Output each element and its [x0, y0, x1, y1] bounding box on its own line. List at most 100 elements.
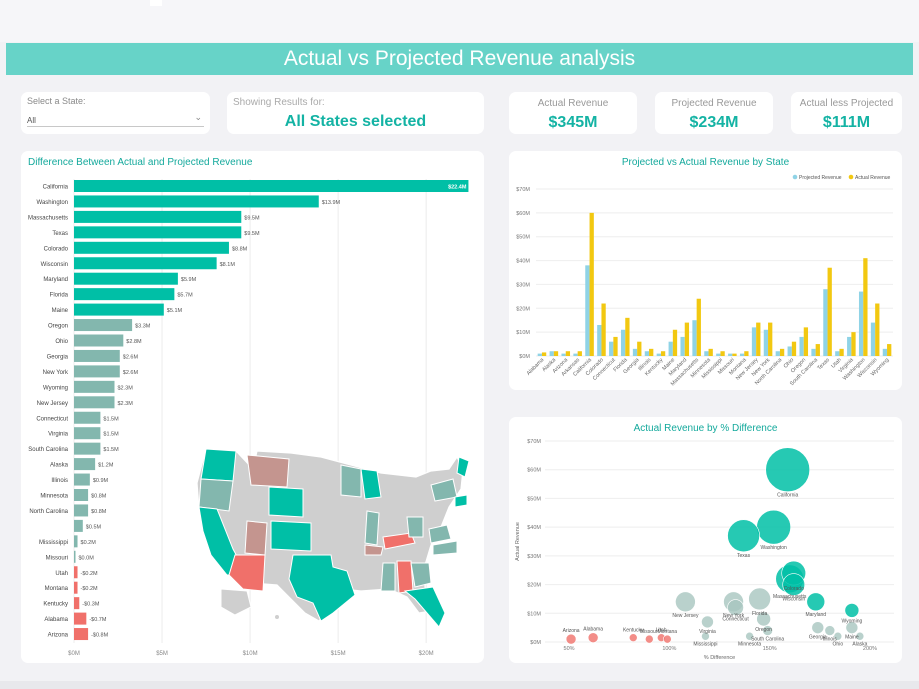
difference-bar[interactable]: [74, 257, 217, 270]
projected-bar[interactable]: [870, 322, 876, 356]
difference-bar[interactable]: [74, 334, 124, 347]
state-slicer[interactable]: Select a State: All ⌄: [21, 92, 210, 134]
bubble[interactable]: [748, 587, 771, 611]
difference-bar[interactable]: [74, 303, 164, 316]
actual-bar[interactable]: [541, 352, 547, 356]
projected-bar[interactable]: [811, 348, 816, 356]
bubble[interactable]: [811, 621, 825, 634]
difference-bar[interactable]: [74, 504, 89, 517]
actual-bar[interactable]: [756, 322, 761, 356]
actual-bar[interactable]: [851, 332, 856, 356]
actual-bar[interactable]: [887, 344, 892, 356]
bubble[interactable]: [565, 633, 577, 645]
bubble[interactable]: [587, 632, 599, 643]
difference-bar[interactable]: [74, 241, 229, 254]
projected-bar[interactable]: [585, 265, 590, 356]
projected-bar[interactable]: [597, 324, 602, 356]
projected-bar[interactable]: [573, 353, 578, 356]
projected-bar[interactable]: [763, 329, 769, 356]
difference-bar[interactable]: [74, 473, 90, 486]
actual-bar[interactable]: [791, 341, 797, 356]
projected-bar[interactable]: [858, 291, 864, 356]
difference-bar[interactable]: [74, 288, 175, 301]
difference-bar[interactable]: [74, 458, 96, 471]
bubble[interactable]: [663, 634, 672, 644]
difference-bar[interactable]: [74, 442, 101, 455]
actual-bar[interactable]: [875, 303, 880, 356]
projected-bar[interactable]: [668, 341, 673, 356]
actual-bar[interactable]: [779, 348, 785, 356]
difference-bar[interactable]: [74, 489, 89, 501]
difference-bar[interactable]: [74, 628, 89, 641]
actual-bar[interactable]: [589, 212, 594, 356]
projected-bar[interactable]: [739, 353, 745, 356]
projected-bar[interactable]: [537, 353, 542, 356]
actual-bar[interactable]: [649, 348, 654, 356]
actual-bar[interactable]: [613, 336, 618, 356]
bubble[interactable]: [675, 591, 696, 613]
actual-bar[interactable]: [803, 327, 809, 356]
actual-bar[interactable]: [601, 303, 606, 356]
difference-bar[interactable]: [74, 226, 242, 239]
projected-bar[interactable]: [632, 348, 638, 356]
bubble[interactable]: [727, 599, 744, 616]
projected-bar[interactable]: [620, 329, 626, 356]
actual-bar[interactable]: [577, 351, 582, 356]
difference-bar[interactable]: [74, 349, 120, 362]
projected-bar[interactable]: [549, 351, 554, 356]
bubble[interactable]: [701, 631, 710, 641]
difference-bar[interactable]: [74, 380, 115, 393]
projected-bar[interactable]: [704, 351, 709, 356]
actual-bar[interactable]: [553, 351, 559, 356]
actual-bar[interactable]: [696, 298, 701, 356]
bubble[interactable]: [756, 611, 771, 627]
bubble[interactable]: [745, 631, 754, 641]
bubble[interactable]: [727, 519, 760, 553]
projected-bar[interactable]: [823, 289, 828, 356]
difference-bar[interactable]: [74, 612, 87, 625]
difference-bar[interactable]: [74, 180, 469, 192]
chevron-down-icon[interactable]: ⌄: [194, 112, 202, 122]
difference-bar[interactable]: [74, 365, 120, 378]
bubble[interactable]: [844, 603, 860, 618]
bubble[interactable]: [762, 625, 773, 636]
difference-bar[interactable]: [74, 411, 101, 424]
actual-bar[interactable]: [815, 344, 820, 356]
difference-bar[interactable]: [74, 597, 80, 610]
projected-bar[interactable]: [609, 341, 614, 356]
actual-bar[interactable]: [660, 351, 666, 356]
difference-bar[interactable]: [74, 427, 101, 440]
bubble[interactable]: [824, 625, 836, 636]
difference-bar[interactable]: [74, 535, 78, 548]
difference-bar[interactable]: [74, 210, 242, 223]
difference-bar[interactable]: [74, 319, 133, 332]
bubble[interactable]: [806, 592, 826, 612]
difference-bar[interactable]: [74, 566, 78, 579]
difference-bar[interactable]: [74, 550, 76, 563]
bubble[interactable]: [782, 573, 806, 596]
projected-bar[interactable]: [882, 348, 888, 356]
actual-bar[interactable]: [625, 317, 630, 356]
projected-bar[interactable]: [775, 351, 780, 356]
page-tab[interactable]: [150, 0, 162, 6]
actual-bar[interactable]: [827, 267, 832, 356]
actual-bar[interactable]: [565, 351, 571, 356]
actual-bar[interactable]: [684, 322, 690, 356]
projected-bar[interactable]: [751, 327, 757, 356]
actual-bar[interactable]: [744, 351, 749, 356]
projected-bar[interactable]: [847, 336, 852, 356]
projected-bar[interactable]: [728, 353, 733, 356]
bubble[interactable]: [833, 631, 843, 641]
bubble[interactable]: [756, 509, 791, 545]
slicer-selected-value[interactable]: All: [27, 116, 36, 125]
difference-bar[interactable]: [74, 519, 83, 532]
bubble[interactable]: [644, 634, 654, 644]
bubble[interactable]: [845, 621, 859, 634]
difference-bar[interactable]: [74, 195, 319, 208]
actual-bar[interactable]: [863, 258, 868, 356]
actual-bar[interactable]: [839, 348, 844, 356]
projected-bar[interactable]: [716, 353, 721, 356]
projected-bar[interactable]: [692, 320, 697, 356]
projected-bar[interactable]: [644, 351, 650, 356]
bubble[interactable]: [855, 631, 865, 641]
